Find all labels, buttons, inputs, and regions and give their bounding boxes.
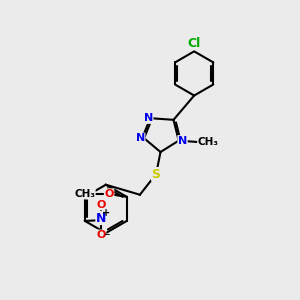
Text: N: N (96, 212, 106, 224)
Text: N: N (136, 133, 145, 143)
Text: Cl: Cl (188, 37, 201, 50)
Text: O: O (104, 189, 114, 199)
Text: O: O (96, 200, 106, 210)
Text: S: S (152, 168, 160, 181)
Text: O: O (96, 230, 106, 240)
Text: N: N (144, 113, 153, 123)
Text: CH₃: CH₃ (198, 137, 219, 147)
Text: ⁻: ⁻ (103, 232, 110, 244)
Text: N: N (178, 136, 187, 146)
Text: +: + (102, 208, 110, 218)
Text: CH₃: CH₃ (74, 189, 95, 199)
